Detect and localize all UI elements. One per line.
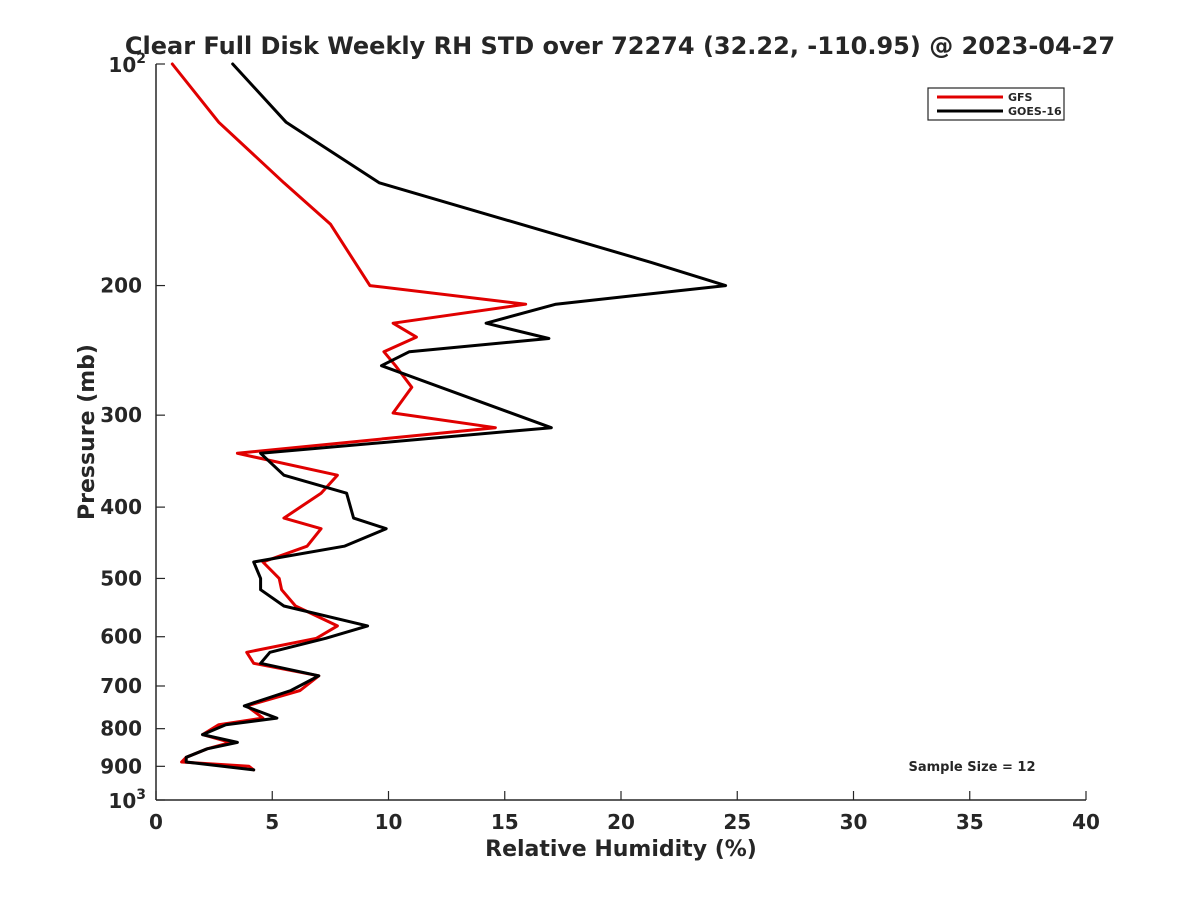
- series-line-gfs: [170, 62, 528, 772]
- plot-area: 0 5 10 15 20 25 30 35 40 102 200 300 400 500 600 700 80…: [100, 51, 1100, 834]
- y-tick-label: 600: [100, 625, 142, 649]
- y-tick-label: 800: [100, 717, 142, 741]
- chart-title: Clear Full Disk Weekly RH STD over 72274…: [125, 32, 1115, 60]
- x-tick-label: 15: [491, 810, 519, 834]
- y-tick-label: 400: [100, 495, 142, 519]
- x-tick-label: 0: [149, 810, 163, 834]
- x-tick-label: 35: [956, 810, 984, 834]
- series-lines: [170, 62, 728, 772]
- x-ticks: 0 5 10 15 20 25 30 35 40: [149, 791, 1100, 834]
- x-tick-label: 10: [375, 810, 403, 834]
- x-tick-label: 30: [840, 810, 868, 834]
- series-line-goes16: [184, 62, 728, 772]
- y-tick-label: 103: [108, 787, 146, 813]
- y-tick-label: 900: [100, 754, 142, 778]
- x-axis-label: Relative Humidity (%): [485, 837, 757, 862]
- y-tick-label: 500: [100, 566, 142, 590]
- y-ticks: 102 200 300 400 500 600 700 800 900 103: [100, 51, 165, 813]
- y-tick-exponent: 2: [136, 51, 146, 67]
- y-tick-label: 700: [100, 674, 142, 698]
- legend-box: [927, 87, 1065, 121]
- y-axis-label: Pressure (mb): [75, 344, 100, 520]
- y-tick-label: 102: [108, 51, 146, 77]
- x-tick-label: 25: [723, 810, 751, 834]
- y-tick-label: 200: [100, 274, 142, 298]
- x-tick-label: 20: [607, 810, 635, 834]
- legend-label-gfs: GFS: [1008, 91, 1033, 104]
- legend-label-goes16: GOES-16: [1008, 105, 1062, 118]
- x-tick-label: 5: [265, 810, 279, 834]
- y-tick-label: 300: [100, 403, 142, 427]
- x-tick-label: 40: [1072, 810, 1100, 834]
- y-tick-exponent: 3: [136, 787, 146, 803]
- sample-size-annotation: Sample Size = 12: [908, 760, 1035, 775]
- legend: GFS GOES-16: [927, 87, 1065, 121]
